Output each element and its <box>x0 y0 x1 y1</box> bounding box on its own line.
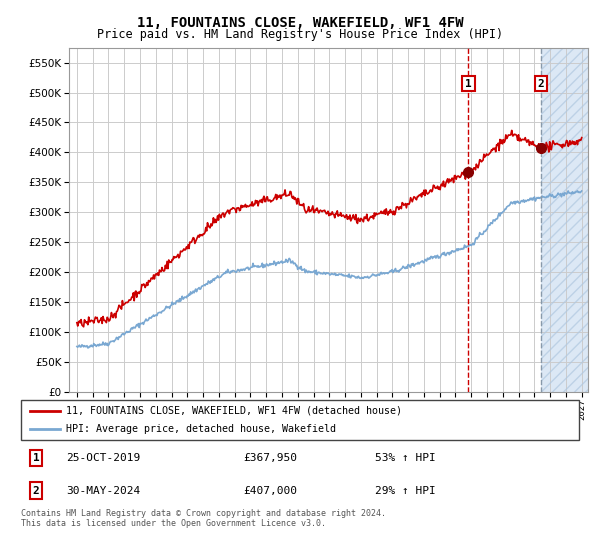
Text: 2: 2 <box>538 78 544 88</box>
Text: Price paid vs. HM Land Registry's House Price Index (HPI): Price paid vs. HM Land Registry's House … <box>97 28 503 41</box>
Text: 1: 1 <box>465 78 472 88</box>
Bar <box>541 48 590 392</box>
Text: Contains HM Land Registry data © Crown copyright and database right 2024.
This d: Contains HM Land Registry data © Crown c… <box>21 509 386 529</box>
Text: 11, FOUNTAINS CLOSE, WAKEFIELD, WF1 4FW (detached house): 11, FOUNTAINS CLOSE, WAKEFIELD, WF1 4FW … <box>66 406 402 416</box>
Text: 2: 2 <box>32 486 40 496</box>
Text: 53% ↑ HPI: 53% ↑ HPI <box>375 453 436 463</box>
Text: £367,950: £367,950 <box>243 453 297 463</box>
Text: 1: 1 <box>32 453 40 463</box>
Text: 30-MAY-2024: 30-MAY-2024 <box>66 486 140 496</box>
Text: 29% ↑ HPI: 29% ↑ HPI <box>375 486 436 496</box>
Text: 11, FOUNTAINS CLOSE, WAKEFIELD, WF1 4FW: 11, FOUNTAINS CLOSE, WAKEFIELD, WF1 4FW <box>137 16 463 30</box>
Text: 25-OCT-2019: 25-OCT-2019 <box>66 453 140 463</box>
Text: £407,000: £407,000 <box>243 486 297 496</box>
Bar <box>541 48 590 392</box>
Text: HPI: Average price, detached house, Wakefield: HPI: Average price, detached house, Wake… <box>66 424 336 434</box>
